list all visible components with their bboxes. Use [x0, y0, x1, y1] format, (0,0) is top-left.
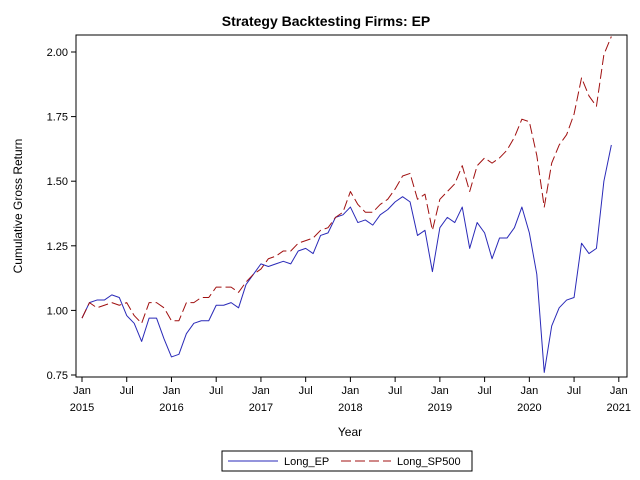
legend-label-long-ep: Long_EP	[284, 456, 329, 468]
series-layer	[81, 36, 612, 373]
x-tick-label-year: 2016	[159, 402, 183, 414]
x-tick-label-month: Jul	[120, 385, 134, 397]
y-tick-label: 1.50	[47, 176, 68, 188]
x-tick-label-year: 2018	[338, 402, 362, 414]
y-axis-title: Cumulative Gross Return	[11, 139, 25, 274]
x-axis: Jan 2015 Jul Jan 2016 Jul Jan 2017 Jul Jan 2018 Jul…	[70, 377, 631, 414]
x-tick-label-month: Jan	[520, 385, 538, 397]
x-tick-label-month: Jan	[252, 385, 270, 397]
y-tick-label: 1.25	[47, 241, 68, 253]
y-tick-label: 0.75	[47, 370, 68, 382]
x-tick-label-month: Jan	[431, 385, 449, 397]
legend-label-long-sp500: Long_SP500	[397, 456, 461, 468]
x-tick-label-month: Jan	[610, 385, 628, 397]
x-tick-label-month: Jul	[299, 385, 313, 397]
x-tick-label-year: 2017	[249, 402, 273, 414]
x-tick-label-month: Jul	[388, 385, 402, 397]
chart-title: Strategy Backtesting Firms: EP	[222, 13, 431, 29]
x-tick-label-month: Jul	[478, 385, 492, 397]
series-line-long-sp500	[81, 36, 612, 324]
y-axis: 0.75 1.00 1.25 1.50 1.75 2.00	[47, 47, 76, 382]
y-tick-label: 2.00	[47, 47, 68, 59]
y-tick-label: 1.00	[47, 305, 68, 317]
x-tick-label-month: Jan	[163, 385, 181, 397]
legend-box	[221, 450, 473, 472]
x-tick-label-year: 2015	[70, 402, 94, 414]
x-tick-label-year: 2020	[517, 402, 541, 414]
series-line-long-ep	[81, 144, 612, 373]
x-tick-label-month: Jul	[209, 385, 223, 397]
y-tick-label: 1.75	[47, 112, 68, 124]
x-tick-label-month: Jul	[567, 385, 581, 397]
x-axis-title: Year	[338, 425, 362, 439]
x-tick-label-year: 2021	[607, 402, 631, 414]
x-tick-label-month: Jan	[342, 385, 360, 397]
x-tick-label-year: 2019	[428, 402, 452, 414]
plot-area	[75, 34, 628, 378]
x-tick-label-month: Jan	[73, 385, 91, 397]
legend: Long_EP Long_SP500	[221, 450, 473, 472]
